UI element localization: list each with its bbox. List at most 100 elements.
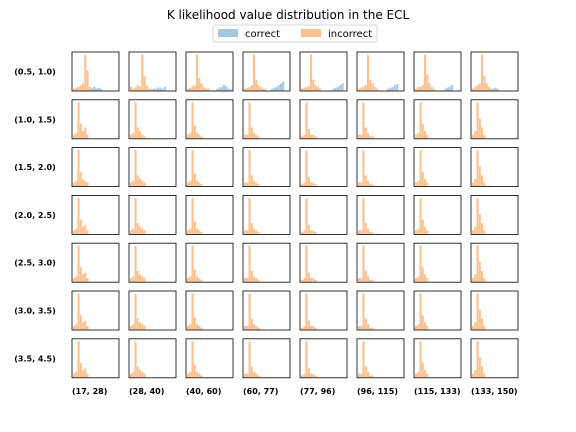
histogram-panel — [71, 147, 120, 188]
row-labels: (0.5, 1.0) (1.0, 1.5) (1.5, 2.0) (2.0, 2.5)… — [14, 68, 55, 364]
incorrect-bar — [75, 132, 78, 139]
incorrect-bar — [305, 86, 308, 91]
histogram-panel — [356, 242, 405, 283]
histogram-panels — [71, 51, 519, 379]
incorrect-bar — [307, 129, 310, 139]
correct-bar — [448, 86, 451, 91]
incorrect-bar — [143, 373, 146, 378]
correct-bar — [496, 88, 499, 91]
histogram-panel — [128, 338, 177, 379]
histogram-panel — [128, 51, 177, 92]
histogram-panel — [470, 290, 519, 331]
incorrect-bar — [474, 274, 477, 282]
incorrect-bar — [360, 87, 363, 91]
histogram-panel — [242, 242, 291, 283]
incorrect-bar — [248, 293, 251, 330]
incorrect-bar — [362, 293, 365, 330]
histogram-panel — [470, 147, 519, 188]
incorrect-bar — [250, 223, 253, 234]
incorrect-bar — [472, 182, 475, 187]
column-label: (96, 115) — [357, 387, 398, 396]
incorrect-bar — [262, 88, 265, 91]
histogram-panel — [242, 99, 291, 140]
incorrect-bar — [86, 134, 89, 139]
incorrect-bar — [79, 123, 82, 139]
incorrect-bar — [259, 86, 262, 91]
correct-bar — [387, 88, 390, 91]
incorrect-bar — [77, 150, 80, 187]
incorrect-bar — [303, 182, 306, 187]
incorrect-bar — [141, 276, 144, 282]
incorrect-bar — [367, 180, 370, 187]
incorrect-bar — [371, 375, 374, 378]
incorrect-bar — [312, 230, 315, 234]
incorrect-bar — [75, 87, 78, 91]
incorrect-bar — [310, 182, 313, 187]
incorrect-bar — [305, 293, 308, 330]
panel-frame — [128, 147, 177, 188]
panel-frame — [71, 242, 120, 283]
correct-bar — [93, 86, 96, 91]
incorrect-bar — [430, 86, 433, 91]
incorrect-bar — [476, 293, 479, 330]
histogram-panel — [71, 242, 120, 283]
incorrect-bar — [246, 325, 249, 330]
column-labels: (17, 28) (28, 40) (40, 60) (60, 77) (77, 96)… — [72, 387, 518, 396]
correct-bar — [273, 87, 276, 91]
incorrect-bar — [139, 370, 142, 378]
incorrect-bar — [187, 182, 190, 187]
incorrect-bar — [424, 322, 427, 330]
incorrect-bar — [134, 341, 137, 378]
incorrect-bar — [417, 324, 420, 330]
incorrect-bar — [371, 184, 374, 187]
incorrect-bar — [419, 197, 422, 234]
incorrect-bar — [367, 324, 370, 330]
incorrect-bar — [314, 279, 317, 282]
incorrect-bar — [364, 366, 367, 378]
incorrect-bar — [141, 228, 144, 234]
panel-frame — [413, 194, 462, 235]
incorrect-bar — [371, 232, 374, 234]
incorrect-bar — [189, 180, 192, 187]
incorrect-bar — [244, 373, 247, 378]
incorrect-bar — [193, 85, 196, 91]
panel-frame — [356, 242, 405, 283]
legend-swatch-incorrect — [301, 29, 321, 37]
incorrect-bar — [362, 150, 365, 187]
incorrect-bar — [303, 87, 306, 91]
incorrect-bar — [257, 279, 260, 282]
incorrect-bar — [417, 371, 420, 378]
correct-bar — [282, 81, 285, 91]
incorrect-bar — [367, 371, 370, 378]
incorrect-bar — [371, 136, 374, 139]
incorrect-bar — [305, 150, 308, 187]
histogram-panel — [470, 51, 519, 92]
incorrect-bar — [426, 278, 429, 282]
incorrect-bar — [421, 362, 424, 378]
histogram-panel — [185, 99, 234, 140]
incorrect-bar — [200, 83, 203, 91]
incorrect-bar — [141, 371, 144, 378]
incorrect-bar — [415, 88, 418, 91]
histogram-panel — [299, 51, 348, 92]
incorrect-bar — [198, 230, 201, 234]
incorrect-bar — [485, 83, 488, 91]
column-label: (40, 60) — [186, 387, 221, 396]
incorrect-bar — [415, 230, 418, 234]
incorrect-bar — [134, 87, 137, 91]
incorrect-bar — [79, 219, 82, 234]
column-label: (77, 96) — [300, 387, 335, 396]
incorrect-bar — [141, 54, 144, 91]
incorrect-bar — [246, 182, 249, 187]
incorrect-bar — [200, 279, 203, 282]
incorrect-bar — [202, 86, 205, 91]
correct-bar — [494, 87, 497, 91]
correct-bar — [280, 83, 283, 91]
incorrect-bar — [132, 276, 135, 282]
incorrect-bar — [198, 134, 201, 139]
incorrect-bar — [193, 316, 196, 330]
panel-frame — [413, 147, 462, 188]
incorrect-bar — [476, 245, 479, 282]
panel-frame — [413, 290, 462, 331]
incorrect-bar — [360, 230, 363, 234]
